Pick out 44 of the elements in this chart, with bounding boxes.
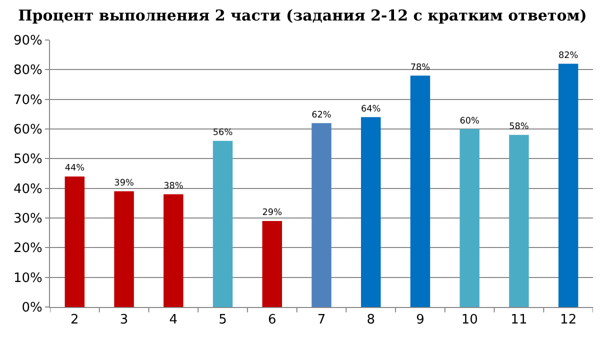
- y-tick-label: 90%: [13, 34, 42, 49]
- data-label: 39%: [114, 178, 134, 189]
- bar: [558, 64, 578, 307]
- bar: [460, 129, 480, 307]
- data-label: 56%: [212, 128, 233, 138]
- y-tick-label: 50%: [13, 152, 42, 168]
- y-tick-label: 10%: [13, 270, 42, 286]
- data-label: 64%: [361, 104, 381, 114]
- y-tick-label: 30%: [13, 212, 42, 227]
- x-tick-label: 11: [510, 312, 528, 328]
- x-tick-label: 2: [70, 312, 79, 328]
- data-label: 60%: [460, 116, 480, 126]
- x-tick-label: 12: [560, 312, 577, 328]
- x-tick-label: 3: [120, 312, 128, 328]
- bar: [312, 123, 332, 307]
- data-label: 58%: [509, 122, 529, 132]
- chart-title: Процент выполнения 2 части (задания 2-12 с кратким ответом): [18, 6, 587, 25]
- data-label: 29%: [262, 208, 282, 218]
- bar: [509, 134, 529, 307]
- bar: [410, 76, 430, 307]
- bar: [164, 194, 184, 307]
- x-tick-label: 9: [416, 312, 424, 328]
- y-tick-label: 20%: [13, 241, 42, 256]
- data-label: 82%: [558, 51, 578, 61]
- data-label: 44%: [64, 164, 85, 174]
- x-tick-label: 10: [461, 312, 478, 328]
- x-tick-label: 8: [366, 312, 375, 328]
- y-tick-label: 80%: [13, 63, 42, 78]
- x-tick-label: 7: [317, 312, 326, 328]
- y-tick-label: 60%: [13, 122, 42, 138]
- data-label: 38%: [164, 182, 184, 192]
- y-tick-label: 70%: [13, 92, 42, 108]
- data-label: 62%: [312, 110, 332, 120]
- bar: [64, 176, 85, 307]
- x-tick-label: 4: [169, 312, 178, 328]
- y-tick-label: 40%: [13, 182, 42, 197]
- bar: [114, 191, 134, 307]
- bar: [212, 140, 233, 307]
- bar: [360, 117, 381, 307]
- y-tick-label: 0%: [22, 300, 42, 316]
- bar: [262, 220, 282, 307]
- x-tick-label: 6: [268, 312, 276, 328]
- data-label: 78%: [410, 62, 430, 73]
- x-tick-label: 5: [218, 312, 227, 328]
